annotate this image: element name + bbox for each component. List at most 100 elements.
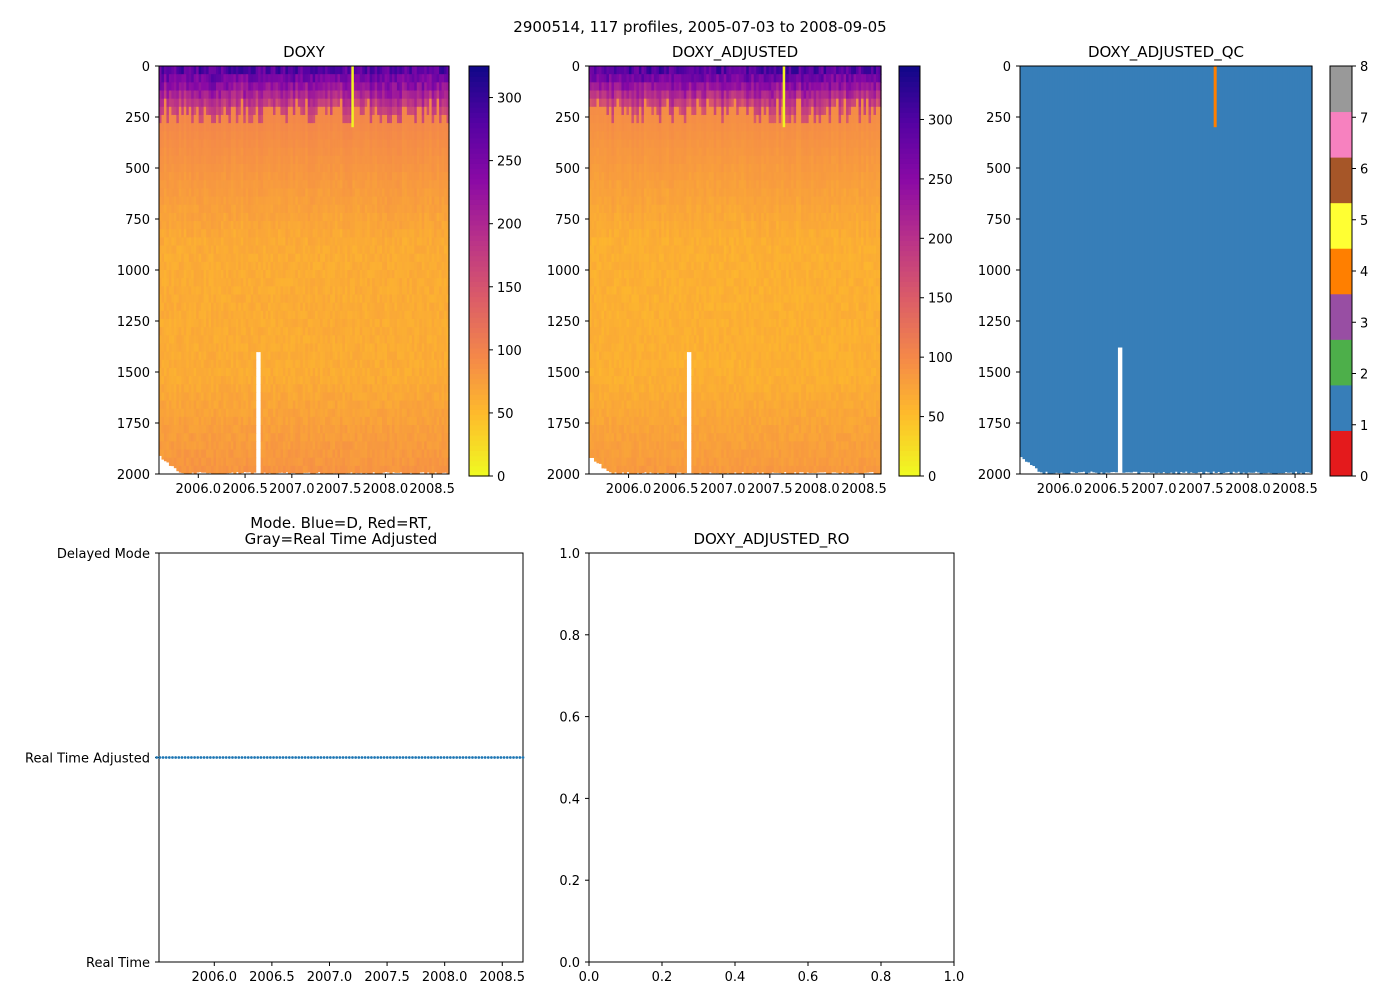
doxy-cell [287,310,291,320]
doxy-cell [275,359,279,369]
doxy-cell [295,90,299,100]
doxy-cell [255,188,259,198]
doxy-cell [230,359,234,369]
doxy-cell [245,82,249,91]
doxy-cell [235,441,239,451]
doxy-cell [176,449,180,459]
doxy-cell [223,449,227,459]
doxy-cell [211,392,215,402]
doxy-cell [240,237,244,247]
doxy-cell [218,416,222,426]
doxy-cell [258,188,262,198]
doxy-cell [163,425,168,434]
doxy-cell [270,188,274,198]
doxy-cell [282,172,287,181]
doxy-cell [183,131,187,140]
doxy-cell [181,204,185,214]
doxy-cell [300,98,304,108]
doxy-cell [238,90,242,100]
doxy-cell [171,359,175,369]
doxy-cell [216,253,220,263]
doxy-cell [295,425,299,434]
doxy-cell [168,367,172,377]
doxy-cell [235,400,239,410]
doxy-cell [161,318,165,328]
doxy-cell [196,367,200,377]
doxy-cell [282,465,287,474]
doxy-cell [292,286,296,295]
doxy-cell [263,457,267,467]
doxy-cell [253,229,257,238]
doxy-cell [277,98,282,108]
doxy-cell [166,343,170,353]
doxy-cell [277,261,282,271]
doxy-cell [250,441,254,451]
doxy-cell [228,196,232,206]
doxy-cell [245,367,249,377]
doxy-cell [216,180,220,189]
doxy-cell [253,343,257,353]
doxy-cell [206,343,210,353]
doxy-cell [265,196,269,206]
doxy-cell [188,286,192,295]
doxy-cell [191,270,195,279]
doxy-cell [186,98,190,108]
doxy-cell [277,123,282,132]
doxy-cell [292,457,296,467]
doxy-cell [218,286,222,295]
doxy-cell [176,180,180,189]
doxy-cell [228,327,232,336]
doxy-cell [250,425,254,434]
doxy-cell [176,172,180,181]
doxy-cell [228,188,232,198]
doxy-cell [255,90,259,100]
doxy-cell [240,449,244,459]
doxy-cell [240,416,244,426]
doxy-cell [285,139,289,149]
doxy-cell [223,196,227,206]
doxy-cell [198,221,202,230]
doxy-cell [290,114,294,124]
doxy-cell [260,278,264,287]
doxy-cell [263,106,267,116]
doxy-cell [161,253,165,263]
doxy-cell [292,302,296,312]
doxy-cell [302,98,306,108]
doxy-cell [273,318,277,328]
doxy-cell [196,237,200,247]
doxy-cell [159,261,163,271]
doxy-cell [250,270,254,279]
doxy-cell [255,245,259,255]
doxy-cell [186,359,190,369]
doxy-cell [238,123,242,132]
doxy-cell [240,155,244,165]
doxy-cell [238,188,242,198]
doxy-cell [287,90,291,100]
doxy-cell [238,310,242,320]
doxy-cell [268,408,272,418]
doxy-cell [258,131,262,140]
doxy-cell [243,302,247,312]
doxy-cell [159,74,163,83]
doxy-cell [166,327,170,336]
doxy-cell [188,384,192,393]
doxy-cell [223,425,227,434]
doxy-cell [282,457,287,467]
doxy-cell [198,90,202,100]
doxy-cell [292,367,296,377]
doxy-cell [173,221,177,230]
doxy-cell [191,204,195,214]
doxy-cell [206,433,210,442]
doxy-cell [163,343,168,353]
doxy-cell [295,98,299,108]
doxy-cell [280,123,284,132]
doxy-cell [268,147,272,157]
doxy-cell [201,359,205,369]
doxy-cell [273,253,277,263]
doxy-cell [223,408,227,418]
doxy-cell [235,212,239,222]
doxy-cell [253,302,257,312]
doxy-cell [163,74,168,83]
doxy-cell [277,237,282,247]
doxy-cell [201,131,205,140]
